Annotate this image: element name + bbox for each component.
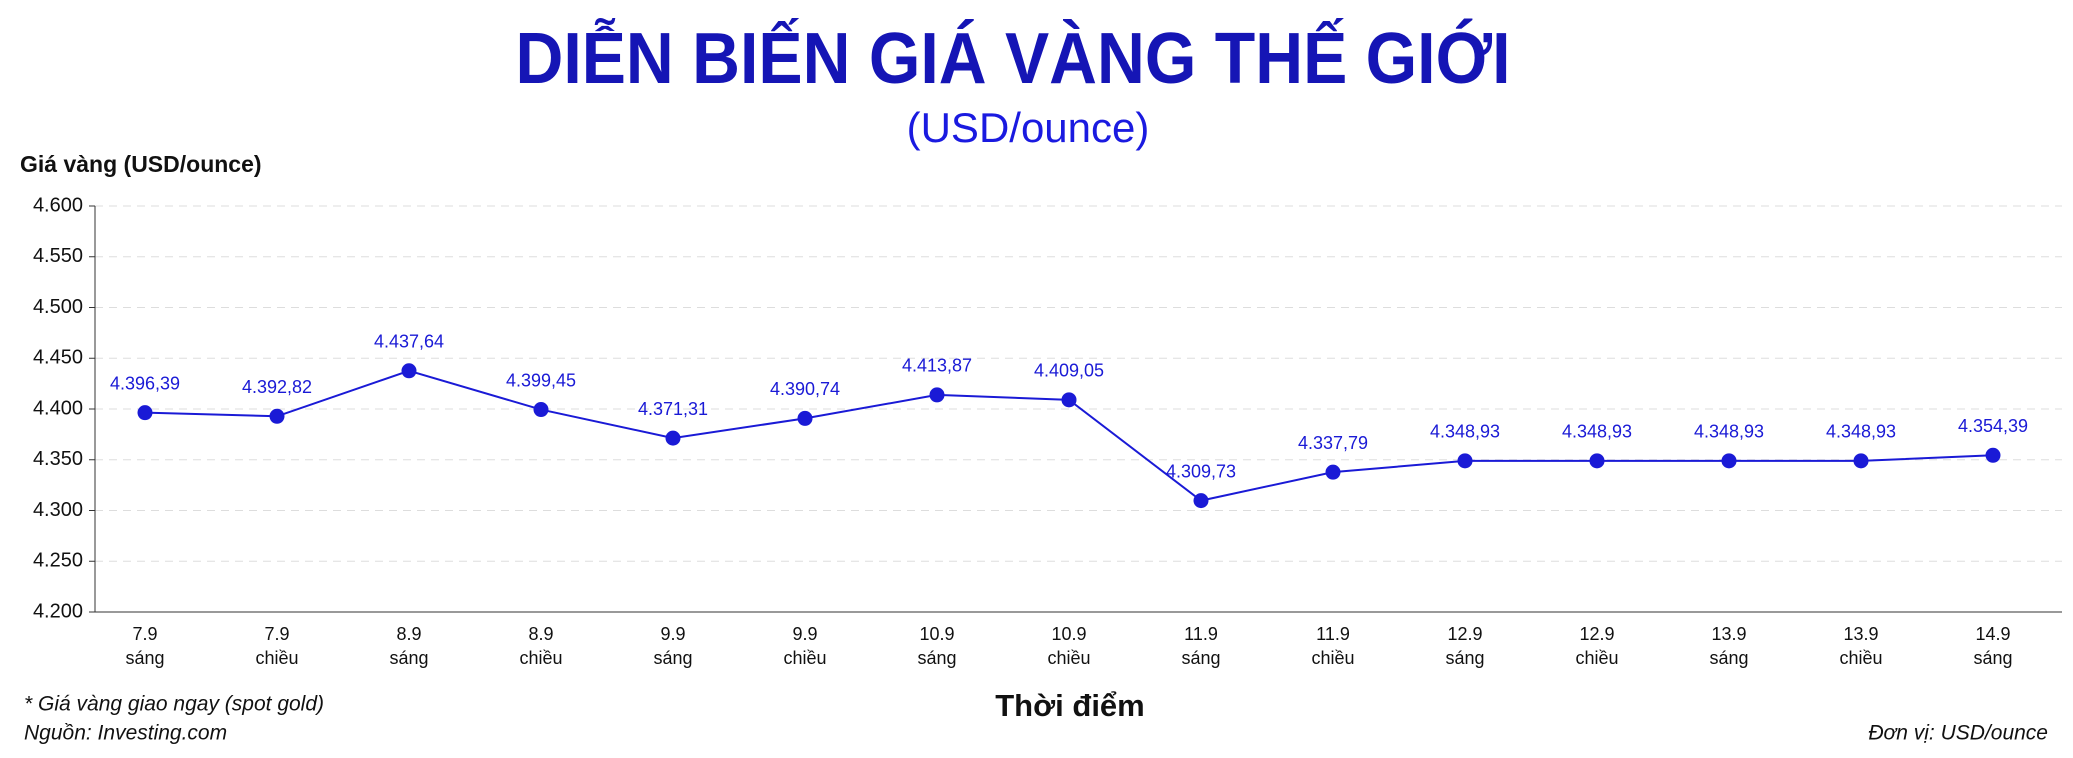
x-tick-label: chiều bbox=[519, 648, 562, 668]
x-tick-label: 7.9 bbox=[264, 624, 289, 644]
x-tick-label: sáng bbox=[1709, 648, 1748, 668]
data-label: 4.437,64 bbox=[374, 332, 444, 352]
y-tick-label: 4.600 bbox=[33, 194, 83, 216]
data-label: 4.399,45 bbox=[506, 370, 576, 390]
data-label: 4.348,93 bbox=[1826, 422, 1896, 442]
x-tick-label: 9.9 bbox=[660, 624, 685, 644]
data-point bbox=[1325, 464, 1341, 480]
x-tick-label: chiều bbox=[1839, 648, 1882, 668]
data-label: 4.337,79 bbox=[1298, 433, 1368, 453]
data-point bbox=[137, 405, 153, 421]
y-tick-label: 4.350 bbox=[33, 448, 83, 470]
data-point bbox=[1193, 493, 1209, 509]
data-point bbox=[1853, 453, 1869, 469]
data-label: 4.309,73 bbox=[1166, 461, 1236, 481]
x-tick-label: chiều bbox=[1047, 648, 1090, 668]
note: * Giá vàng giao ngay (spot gold) bbox=[24, 693, 324, 716]
x-tick-label: chiều bbox=[1311, 648, 1354, 668]
chart-subtitle: (USD/ounce) bbox=[907, 104, 1150, 151]
x-tick-label: 7.9 bbox=[132, 624, 157, 644]
x-tick-label: 12.9 bbox=[1447, 624, 1482, 644]
data-point bbox=[1721, 453, 1737, 469]
y-tick-label: 4.550 bbox=[33, 245, 83, 267]
x-tick-label: chiều bbox=[255, 648, 298, 668]
y-tick-label: 4.500 bbox=[33, 296, 83, 318]
x-tick-label: 14.9 bbox=[1975, 624, 2010, 644]
x-tick-label: 13.9 bbox=[1711, 624, 1746, 644]
x-axis-label: Thời điểm bbox=[995, 688, 1145, 723]
x-tick-label: 9.9 bbox=[792, 624, 817, 644]
data-label: 4.392,82 bbox=[242, 377, 312, 397]
x-tick-label: 8.9 bbox=[528, 624, 553, 644]
data-point bbox=[665, 430, 681, 446]
y-tick-label: 4.300 bbox=[33, 499, 83, 521]
x-tick-label: 11.9 bbox=[1184, 624, 1218, 644]
x-tick-label: sáng bbox=[653, 648, 692, 668]
source: Nguồn: Investing.com bbox=[24, 722, 227, 745]
chart-title: DIỄN BIẾN GIÁ VÀNG THẾ GIỚI bbox=[516, 18, 1511, 99]
data-label: 4.348,93 bbox=[1430, 422, 1500, 442]
y-tick-label: 4.200 bbox=[33, 600, 83, 622]
data-label: 4.409,05 bbox=[1034, 361, 1104, 381]
x-tick-label: sáng bbox=[1181, 648, 1220, 668]
x-tick-label: sáng bbox=[1445, 648, 1484, 668]
y-tick-label: 4.450 bbox=[33, 347, 83, 369]
x-tick-label: 8.9 bbox=[396, 624, 421, 644]
x-tick-label: chiều bbox=[1575, 648, 1618, 668]
data-point bbox=[929, 387, 945, 403]
y-tick-label: 4.400 bbox=[33, 397, 83, 419]
y-axis-label: Giá vàng (USD/ounce) bbox=[20, 151, 262, 177]
data-point bbox=[1457, 453, 1473, 469]
y-tick-label: 4.250 bbox=[33, 550, 83, 572]
unit-note: Đơn vị: USD/ounce bbox=[1868, 722, 2048, 745]
x-tick-label: 11.9 bbox=[1316, 624, 1350, 644]
x-tick-label: sáng bbox=[389, 648, 428, 668]
data-point bbox=[1061, 392, 1077, 408]
data-label: 4.413,87 bbox=[902, 356, 972, 376]
data-label: 4.354,39 bbox=[1958, 416, 2028, 436]
x-tick-label: sáng bbox=[917, 648, 956, 668]
x-tick-label: 12.9 bbox=[1579, 624, 1614, 644]
data-label: 4.348,93 bbox=[1694, 422, 1764, 442]
data-point bbox=[269, 408, 285, 424]
x-tick-label: 13.9 bbox=[1843, 624, 1878, 644]
data-point bbox=[533, 402, 549, 418]
data-point bbox=[401, 363, 417, 379]
x-tick-label: sáng bbox=[1973, 648, 2012, 668]
data-label: 4.390,74 bbox=[770, 379, 840, 399]
data-point bbox=[797, 410, 813, 426]
x-tick-label: chiều bbox=[783, 648, 826, 668]
data-label: 4.396,39 bbox=[110, 373, 180, 393]
data-label: 4.348,93 bbox=[1562, 422, 1632, 442]
x-tick-label: 10.9 bbox=[919, 624, 954, 644]
data-point bbox=[1985, 447, 2001, 463]
data-label: 4.371,31 bbox=[638, 399, 708, 419]
x-tick-label: 10.9 bbox=[1051, 624, 1086, 644]
data-point bbox=[1589, 453, 1605, 469]
x-tick-label: sáng bbox=[125, 648, 164, 668]
